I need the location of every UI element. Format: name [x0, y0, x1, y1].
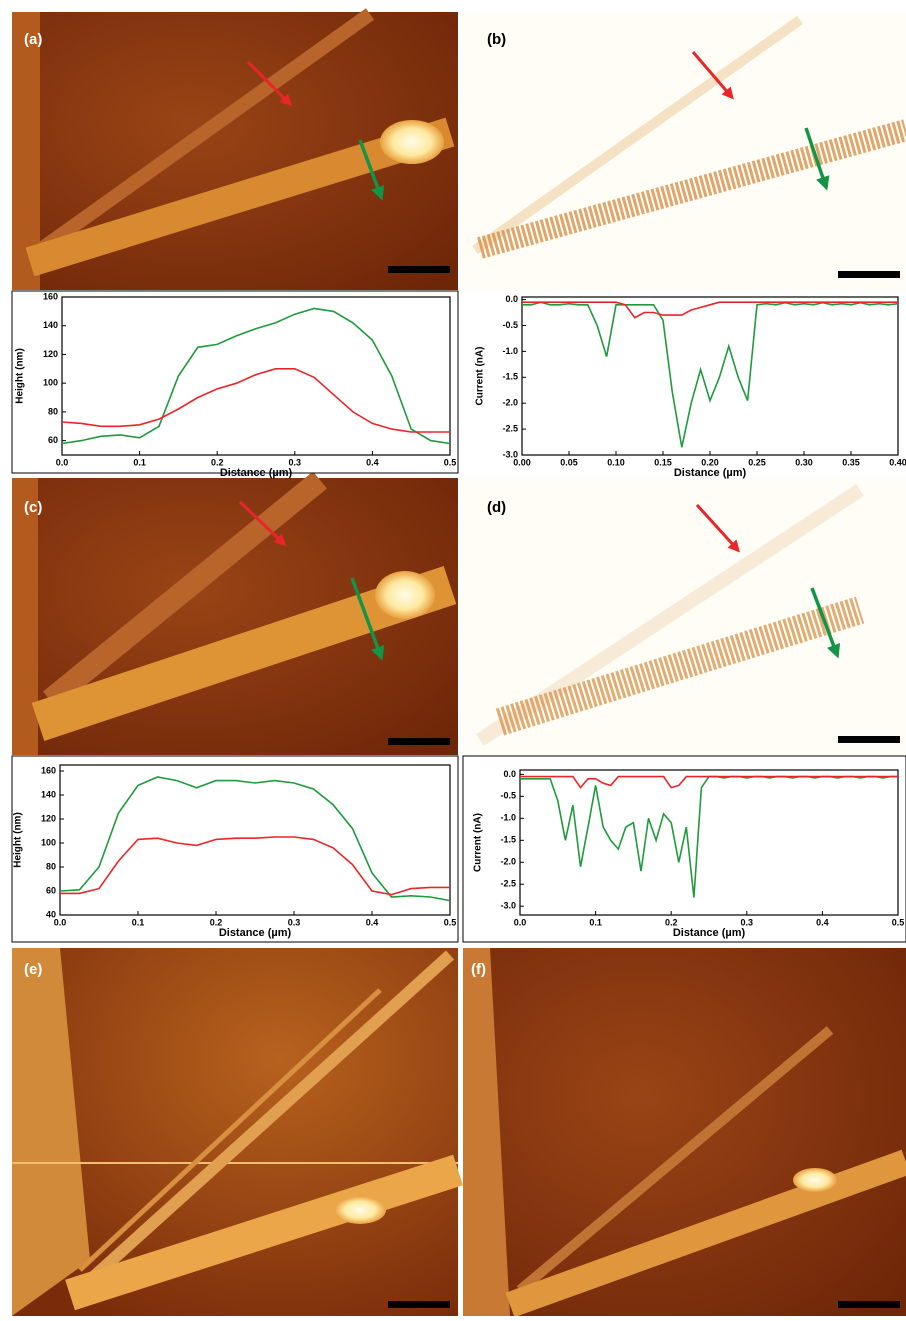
- y-tick-label: -0.5: [500, 791, 516, 801]
- y-tick-label: 100: [41, 837, 56, 847]
- y-tick-label: -3.0: [502, 449, 518, 459]
- y-tick-label: 80: [46, 861, 56, 871]
- y-tick-label: -1.0: [502, 346, 518, 356]
- x-tick-label: 0.0: [56, 457, 69, 467]
- y-tick-label: -1.0: [500, 813, 516, 823]
- image-e: [12, 948, 463, 1316]
- image-c: [12, 471, 458, 755]
- plot-frame: [59, 764, 451, 916]
- y-tick-label: 100: [43, 378, 58, 388]
- y-axis-label: Height (nm): [13, 812, 24, 868]
- image-f: [463, 948, 906, 1318]
- y-axis-label: Current (nA): [473, 813, 484, 872]
- x-axis-label: Distance (µm): [673, 927, 746, 939]
- x-tick-label: 0.0: [514, 917, 527, 927]
- y-tick-label: -2.5: [502, 423, 518, 433]
- x-tick-label: 0.1: [132, 917, 145, 927]
- y-tick-label: -1.5: [502, 372, 518, 382]
- x-axis-label: Distance (µm): [674, 467, 747, 479]
- x-tick-label: 0.10: [607, 457, 625, 467]
- x-tick-label: 0.2: [665, 917, 678, 927]
- x-tick-label: 0.2: [210, 917, 223, 927]
- x-tick-label: 0.25: [748, 457, 766, 467]
- x-tick-label: 0.2: [211, 457, 224, 467]
- y-tick-label: 0.0: [503, 769, 516, 779]
- x-tick-label: 0.20: [701, 457, 719, 467]
- y-tick-label: -2.5: [500, 879, 516, 889]
- data-line: [60, 836, 450, 896]
- x-tick-label: 0.4: [366, 457, 379, 467]
- y-tick-label: 40: [46, 909, 56, 919]
- y-tick-label: 60: [48, 435, 58, 445]
- y-tick-label: -0.5: [502, 320, 518, 330]
- y-tick-label: 140: [41, 789, 56, 799]
- panel-label: (f): [471, 961, 486, 978]
- y-tick-label: 140: [43, 320, 58, 330]
- x-tick-label: 0.30: [795, 457, 813, 467]
- x-tick-label: 0.4: [816, 917, 829, 927]
- x-tick-label: 0.4: [366, 917, 379, 927]
- data-line: [522, 301, 899, 448]
- x-tick-label: 0.3: [289, 457, 302, 467]
- y-tick-label: -2.0: [500, 857, 516, 867]
- x-tick-label: 0.0: [54, 917, 67, 927]
- x-tick-label: 0.05: [560, 457, 578, 467]
- y-tick-label: -3.0: [500, 901, 516, 911]
- x-tick-label: 0.5: [444, 917, 457, 927]
- y-tick-label: 120: [41, 813, 56, 823]
- y-tick-label: 120: [43, 349, 58, 359]
- y-axis-label: Height (nm): [15, 348, 26, 404]
- image-a: [12, 8, 458, 290]
- y-tick-label: 60: [46, 885, 56, 895]
- y-tick-label: 160: [41, 765, 56, 775]
- x-tick-label: 0.35: [842, 457, 860, 467]
- x-tick-label: 0.5: [444, 457, 457, 467]
- x-tick-label: 0.1: [589, 917, 602, 927]
- y-tick-label: 80: [48, 406, 58, 416]
- data-line: [59, 776, 451, 902]
- data-line: [61, 368, 450, 433]
- data-line: [520, 775, 898, 789]
- x-axis-label: Distance (µm): [219, 927, 292, 939]
- plot-frame: [61, 296, 451, 456]
- x-axis-label: Distance (µm): [220, 467, 293, 479]
- y-tick-label: 160: [43, 291, 58, 301]
- panel-label: (a): [24, 31, 42, 48]
- x-tick-label: 0.3: [288, 917, 301, 927]
- x-tick-label: 0.15: [654, 457, 672, 467]
- y-tick-label: -1.5: [500, 835, 516, 845]
- panel-label: (c): [24, 499, 42, 516]
- x-tick-label: 0.40: [889, 457, 906, 467]
- data-line: [522, 301, 898, 319]
- x-tick-label: 0.1: [133, 457, 146, 467]
- panel-label: (e): [24, 961, 42, 978]
- image-b: [463, 12, 906, 290]
- data-line: [61, 307, 451, 445]
- image-d: [463, 478, 906, 755]
- y-tick-label: -2.0: [502, 398, 518, 408]
- panel-label: (b): [487, 31, 506, 48]
- x-tick-label: 0.5: [892, 917, 905, 927]
- y-tick-label: 0.0: [505, 294, 518, 304]
- plot-frame: [519, 769, 899, 916]
- y-axis-label: Current (nA): [475, 347, 486, 406]
- chart-frames: [11, 290, 906, 943]
- x-tick-label: 0.3: [741, 917, 754, 927]
- x-tick-label: 0.00: [513, 457, 531, 467]
- panel-label: (d): [487, 499, 506, 516]
